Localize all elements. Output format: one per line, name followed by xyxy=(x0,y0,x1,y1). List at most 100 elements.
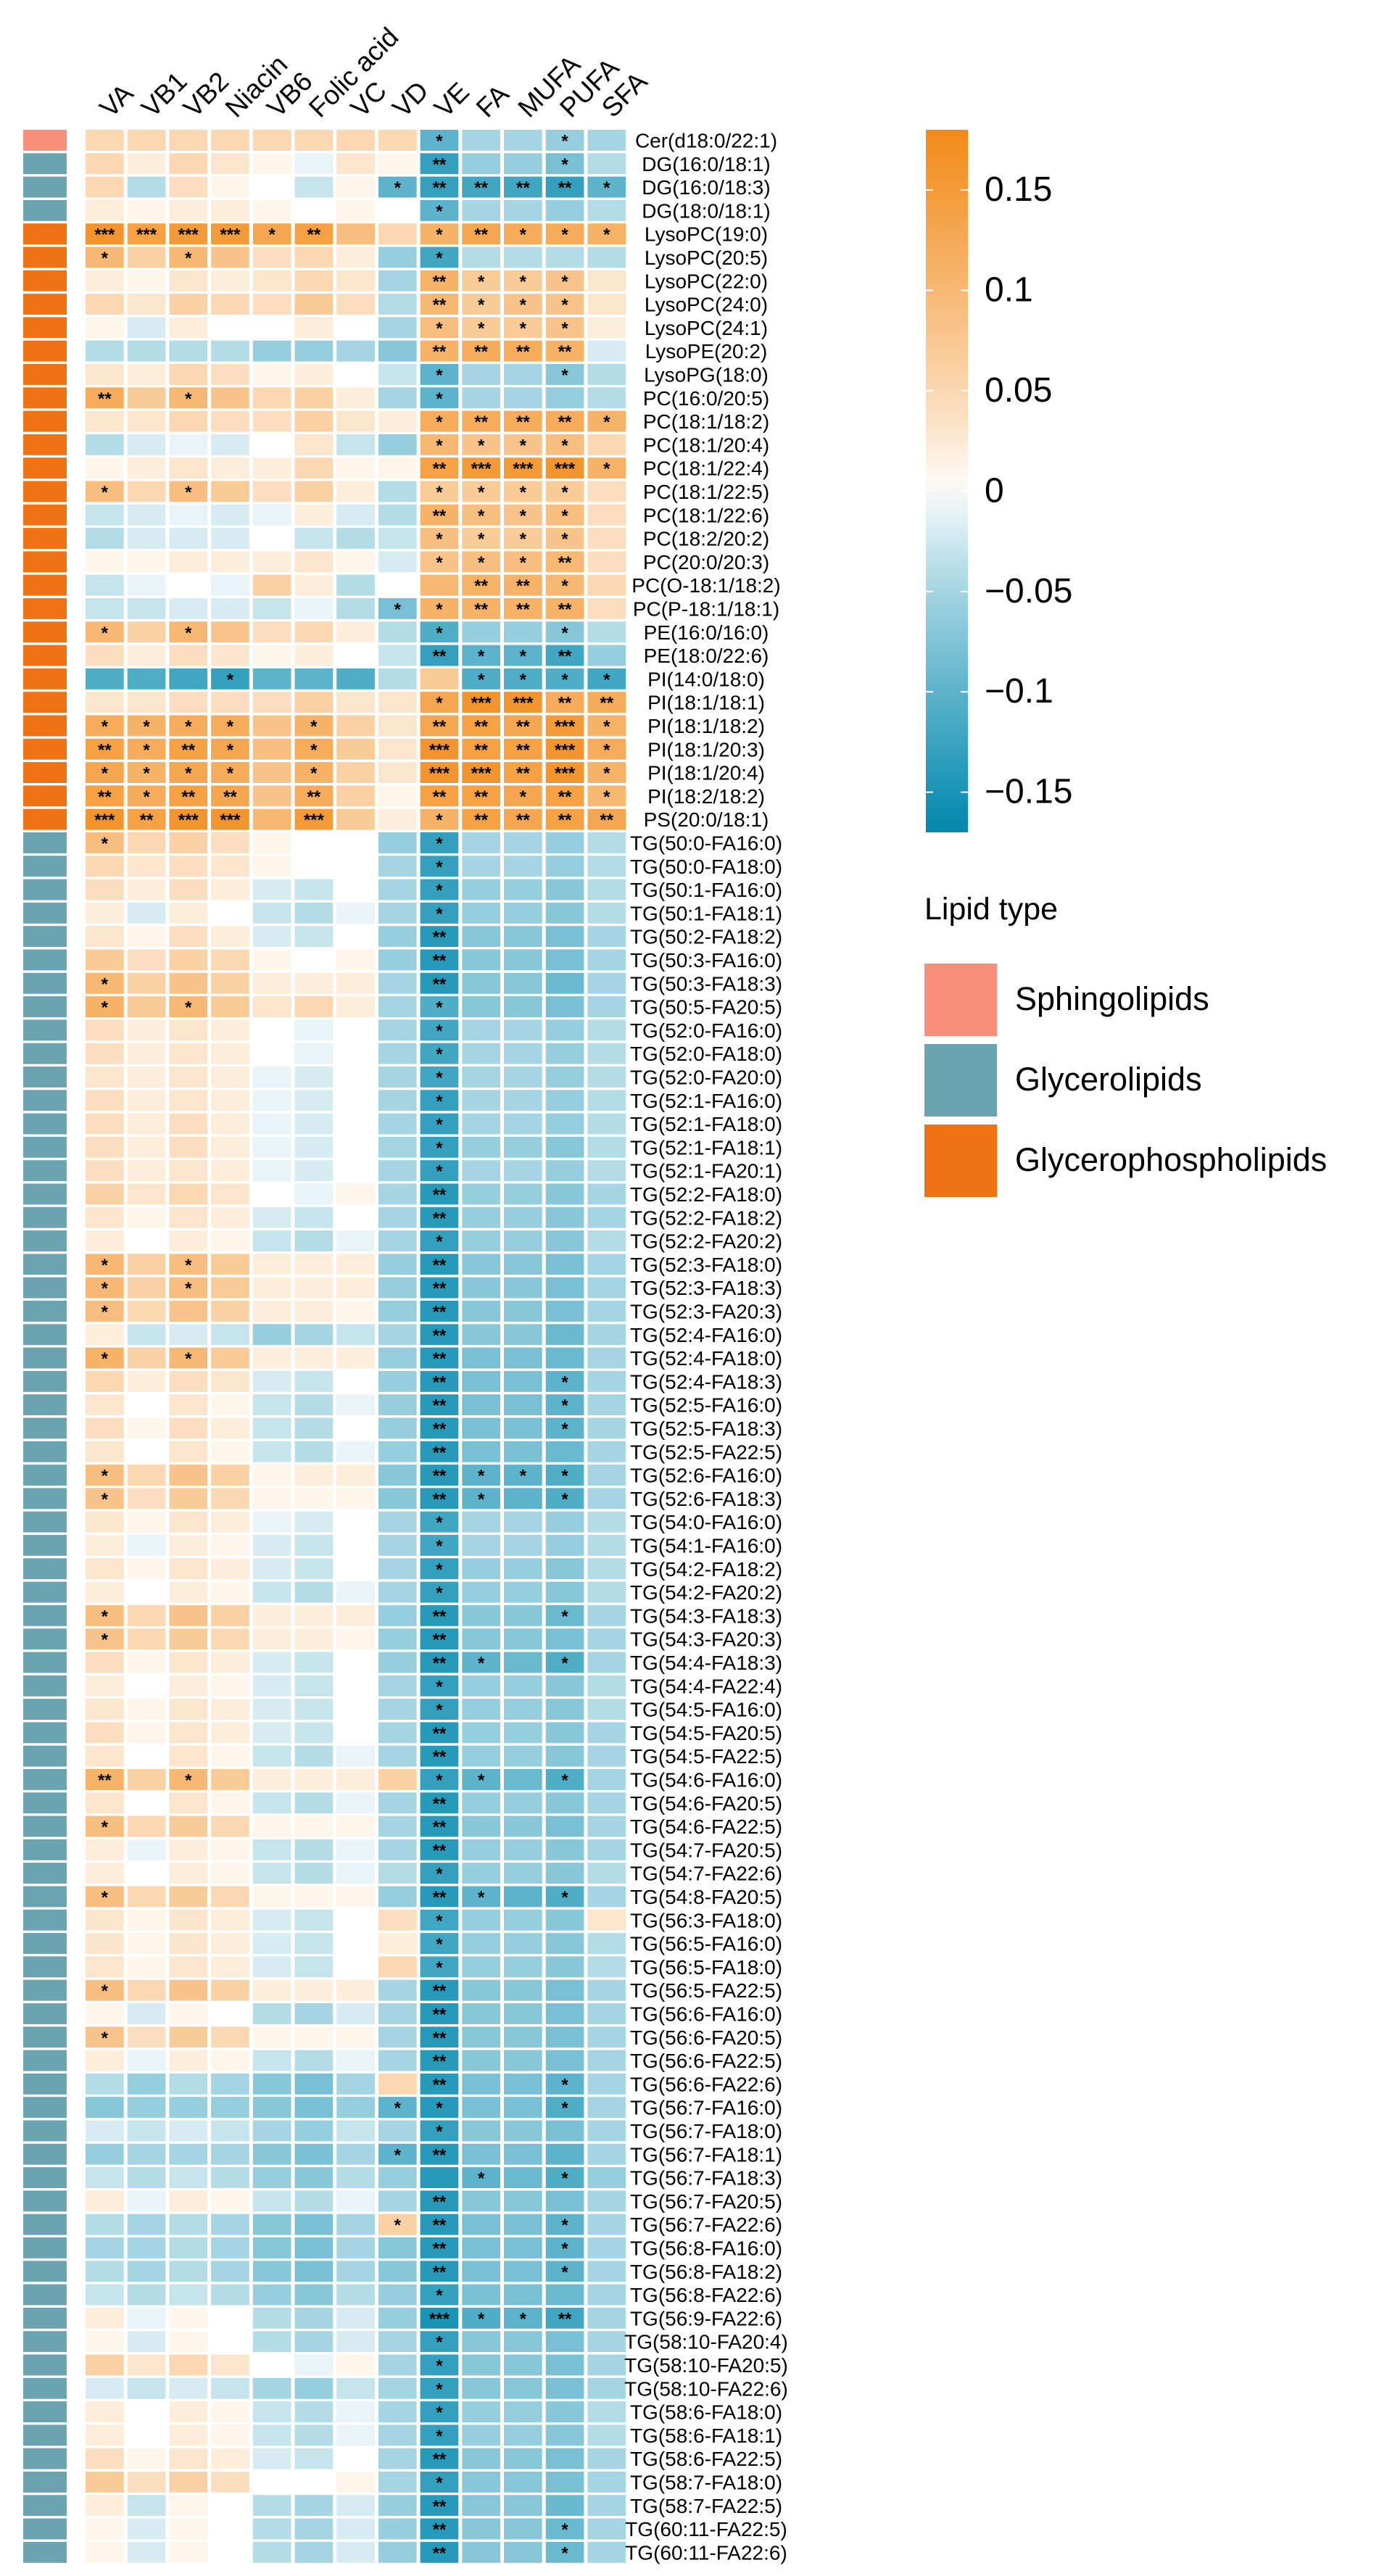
significance-marker: * xyxy=(436,1911,443,1931)
heatmap-cell xyxy=(336,996,375,1017)
significance-marker: * xyxy=(561,1396,568,1416)
heatmap-cell xyxy=(252,1136,291,1158)
heatmap-cell xyxy=(545,972,584,994)
lipid-type-legend: Lipid typeSphingolipidsGlycerolipidsGlyc… xyxy=(924,892,1327,1197)
heatmap-cell xyxy=(169,1604,208,1626)
heatmap-cell xyxy=(420,2307,459,2329)
heatmap-cell xyxy=(378,153,417,175)
heatmap-cell xyxy=(420,574,459,596)
heatmap-cell xyxy=(587,1863,626,1884)
heatmap-cell xyxy=(252,902,291,924)
heatmap-cell xyxy=(127,1394,166,1416)
heatmap-cell xyxy=(378,551,417,573)
heatmap-cell xyxy=(587,434,626,455)
column-label: VD xyxy=(386,75,434,123)
heatmap-cell xyxy=(294,410,334,432)
lipid-type-cell xyxy=(23,2261,67,2282)
significance-marker: * xyxy=(436,1138,443,1158)
lipid-type-cell xyxy=(23,2518,67,2540)
row-label: PC(18:1/22:4) xyxy=(643,457,769,480)
heatmap-cell xyxy=(587,1652,626,1673)
heatmap-cell xyxy=(211,2448,249,2469)
lipid-type-cell xyxy=(23,1792,67,1814)
heatmap-cell xyxy=(378,2261,417,2282)
significance-marker: ** xyxy=(433,1396,447,1416)
heatmap-cell xyxy=(127,153,166,175)
heatmap-cell xyxy=(504,2097,542,2119)
heatmap-cell xyxy=(294,2167,334,2188)
heatmap-cell xyxy=(211,645,249,666)
heatmap-cell xyxy=(252,130,291,151)
row-labels: Cer(d18:0/22:1)DG(16:0/18:1)DG(16:0/18:3… xyxy=(624,129,788,2564)
heatmap-cell xyxy=(378,1465,417,1486)
heatmap-cell xyxy=(420,2097,459,2119)
heatmap-cell xyxy=(378,785,417,807)
heatmap-cell xyxy=(86,1488,124,1509)
significance-marker: ** xyxy=(433,1631,447,1650)
row-label: TG(54:0-FA16:0) xyxy=(630,1511,782,1533)
heatmap-cell xyxy=(169,785,208,807)
heatmap-cell xyxy=(545,785,584,807)
heatmap-cell xyxy=(378,808,417,830)
heatmap-cell xyxy=(294,2495,334,2517)
row-label: TG(50:0-FA18:0) xyxy=(630,856,782,878)
heatmap-cell xyxy=(127,130,166,151)
heatmap-cell xyxy=(378,2307,417,2329)
heatmap-cell xyxy=(252,1909,291,1931)
heatmap-cell xyxy=(545,504,584,526)
colorbar-tick-label: −0.1 xyxy=(985,672,1053,711)
heatmap-cell xyxy=(336,856,375,877)
heatmap-cell xyxy=(294,199,334,221)
heatmap-cell xyxy=(294,1019,334,1041)
heatmap-cell xyxy=(545,1745,584,1767)
heatmap-cell xyxy=(211,410,249,432)
significance-marker: * xyxy=(478,272,485,291)
heatmap-cell xyxy=(127,1933,166,1954)
heatmap-cell xyxy=(252,1067,291,1088)
heatmap-cell xyxy=(127,2143,166,2165)
heatmap-cell xyxy=(211,1324,249,1346)
heatmap-cell xyxy=(545,808,584,830)
heatmap-cell xyxy=(420,2448,459,2469)
significance-marker: * xyxy=(436,904,443,924)
legend-title: Lipid type xyxy=(924,892,1058,927)
heatmap-cell xyxy=(378,762,417,783)
heatmap-cell xyxy=(294,1979,334,2001)
significance-marker: ** xyxy=(558,600,572,619)
heatmap-cell xyxy=(420,2284,459,2306)
heatmap-cell xyxy=(378,1979,417,2001)
heatmap-cell xyxy=(252,996,291,1017)
heatmap-cell xyxy=(169,1699,208,1720)
lipid-type-cell xyxy=(23,1863,67,1884)
significance-marker: ** xyxy=(433,2145,447,2165)
heatmap-cell xyxy=(169,2424,208,2446)
heatmap-cell xyxy=(252,1792,291,1814)
heatmap-cell xyxy=(294,715,334,737)
heatmap-cell xyxy=(211,2213,249,2235)
heatmap-cell xyxy=(545,856,584,877)
heatmap-cell xyxy=(545,2424,584,2446)
significance-marker: * xyxy=(478,530,485,550)
heatmap-cell xyxy=(169,1581,208,1603)
heatmap-cell xyxy=(86,2050,124,2071)
heatmap-cell xyxy=(294,1206,334,1228)
significance-marker: * xyxy=(478,436,485,455)
heatmap-cell xyxy=(294,2097,334,2119)
heatmap-cell xyxy=(545,2448,584,2469)
heatmap-cell xyxy=(504,2073,542,2095)
heatmap-cell xyxy=(252,2331,291,2353)
heatmap-cell xyxy=(252,1370,291,1392)
heatmap-cell xyxy=(336,340,375,362)
heatmap-cell xyxy=(336,2167,375,2188)
significance-marker: * xyxy=(185,1256,192,1275)
heatmap-cell xyxy=(127,528,166,549)
heatmap-cell xyxy=(252,1254,291,1275)
heatmap-cell xyxy=(378,1769,417,1790)
significance-marker: * xyxy=(185,389,192,409)
heatmap-cell xyxy=(336,481,375,502)
significance-marker: * xyxy=(227,740,234,760)
heatmap-cell xyxy=(86,1628,124,1650)
heatmap-cell xyxy=(336,130,375,151)
heatmap-cell xyxy=(252,551,291,573)
heatmap-cell xyxy=(86,645,124,666)
